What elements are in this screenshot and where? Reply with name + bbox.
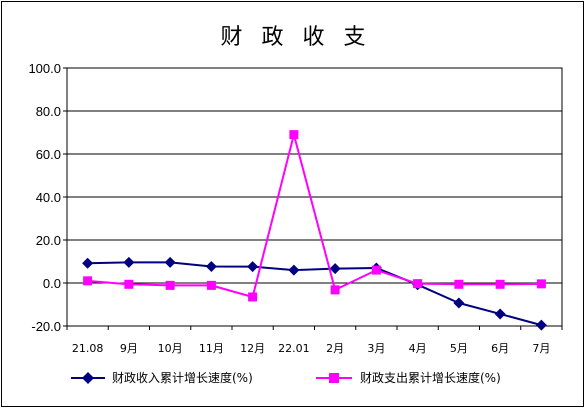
data-point-square [124, 279, 134, 289]
data-point-diamond [288, 264, 300, 276]
y-tick-label: 20.0 [36, 233, 61, 248]
data-point-diamond [123, 256, 135, 268]
data-point-diamond [329, 263, 341, 275]
data-point-square [289, 130, 299, 140]
series-lines [82, 130, 547, 331]
data-point-square [536, 279, 546, 289]
gridlines [67, 110, 562, 284]
x-tick-label: 4月 [409, 342, 427, 355]
x-tick-label: 7月 [532, 342, 550, 355]
series-line-0 [87, 261, 542, 327]
data-point-diamond [247, 261, 259, 273]
x-tick-label: 12月 [240, 342, 265, 355]
series-line-1 [87, 133, 542, 298]
data-point-diamond [494, 308, 506, 320]
data-point-diamond [205, 260, 217, 272]
y-tick-label: 60.0 [36, 147, 61, 162]
legend-label-income: 财政收入累计增长速度(%) [112, 370, 253, 385]
data-point-square [495, 279, 505, 289]
data-point-diamond [164, 256, 176, 268]
x-tick-label: 3月 [367, 342, 385, 355]
chart-title: 财 政 收 支 [221, 25, 372, 50]
data-point-diamond [535, 319, 547, 331]
x-tick-label: 10月 [158, 342, 183, 355]
data-point-square [371, 265, 381, 275]
y-tick-label: 80.0 [36, 104, 61, 119]
data-point-square [248, 292, 258, 302]
x-tick-label: 9月 [120, 342, 138, 355]
y-tick-label: 0.0 [43, 276, 61, 291]
legend: 财政收入累计增长速度(%) 财政支出累计增长速度(%) [71, 370, 501, 385]
x-tick-label: 5月 [450, 342, 468, 355]
legend-label-expenditure: 财政支出累计增长速度(%) [360, 370, 501, 385]
x-tick-label: 22.01 [278, 342, 310, 355]
data-point-square [413, 279, 423, 289]
y-tick-label: 100.0 [28, 61, 61, 76]
data-point-diamond [453, 297, 465, 309]
data-point-square [454, 279, 464, 289]
legend-diamond-marker [82, 372, 94, 384]
y-tick-label: -20.0 [31, 319, 61, 334]
data-point-square [83, 276, 93, 286]
y-tick-label: 40.0 [36, 190, 61, 205]
x-tick-label: 21.08 [72, 342, 104, 355]
data-point-square [165, 280, 175, 290]
axes: -20.0 0.0 20.0 40.0 60.0 80.0 100.0 21.08 9月 10月 1… [28, 61, 563, 355]
x-tick-label: 2月 [326, 342, 344, 355]
data-point-square [330, 285, 340, 295]
data-point-square [206, 280, 216, 290]
legend-square-marker [329, 373, 339, 383]
data-point-diamond [82, 257, 94, 269]
x-tick-label: 6月 [491, 342, 509, 355]
x-tick-label: 11月 [199, 342, 224, 355]
